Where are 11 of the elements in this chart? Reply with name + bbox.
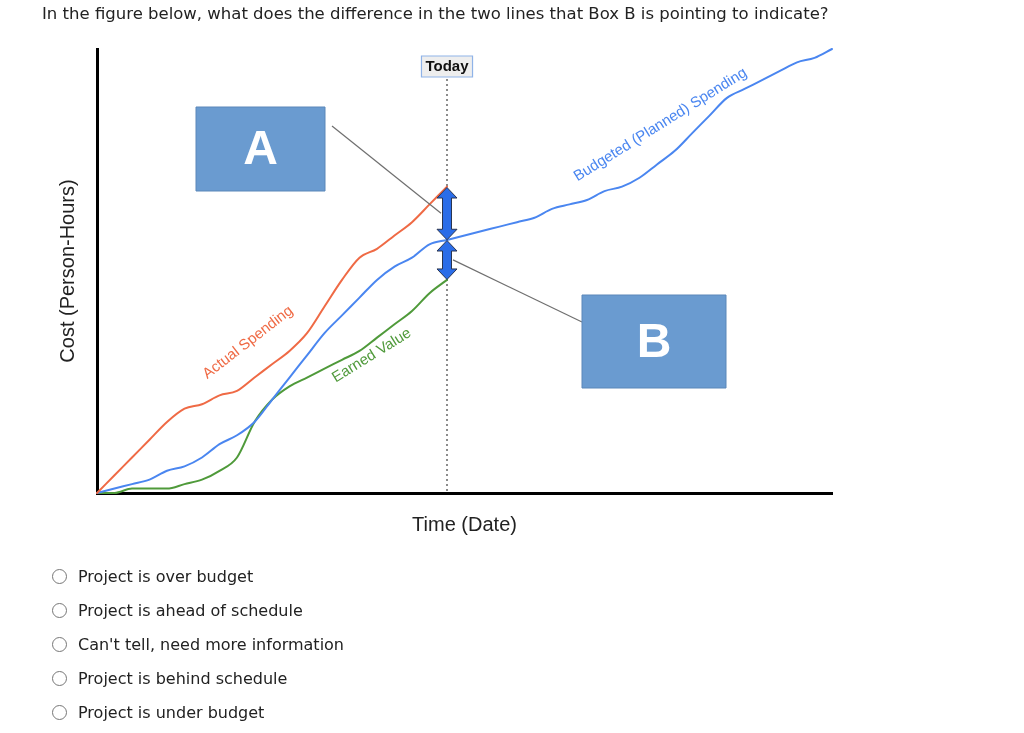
text: Project is behind schedule: [78, 668, 288, 688]
annotation: Today: [425, 57, 470, 75]
text: Project is ahead of schedule: [78, 600, 303, 620]
annotation: A: [243, 121, 278, 175]
text: Project is under budget: [78, 702, 265, 722]
annotation: B: [636, 313, 672, 367]
text: Project is over budget: [78, 566, 254, 586]
x-axis-title: Time (Date): [412, 512, 517, 535]
chart-title: In the figure below, what does the difference in the two lines that Box B is pointing to indicate?: [42, 4, 829, 23]
y-axis-title: Cost (Person-Hours): [55, 179, 78, 363]
text: Can't tell, need more information: [78, 634, 344, 654]
